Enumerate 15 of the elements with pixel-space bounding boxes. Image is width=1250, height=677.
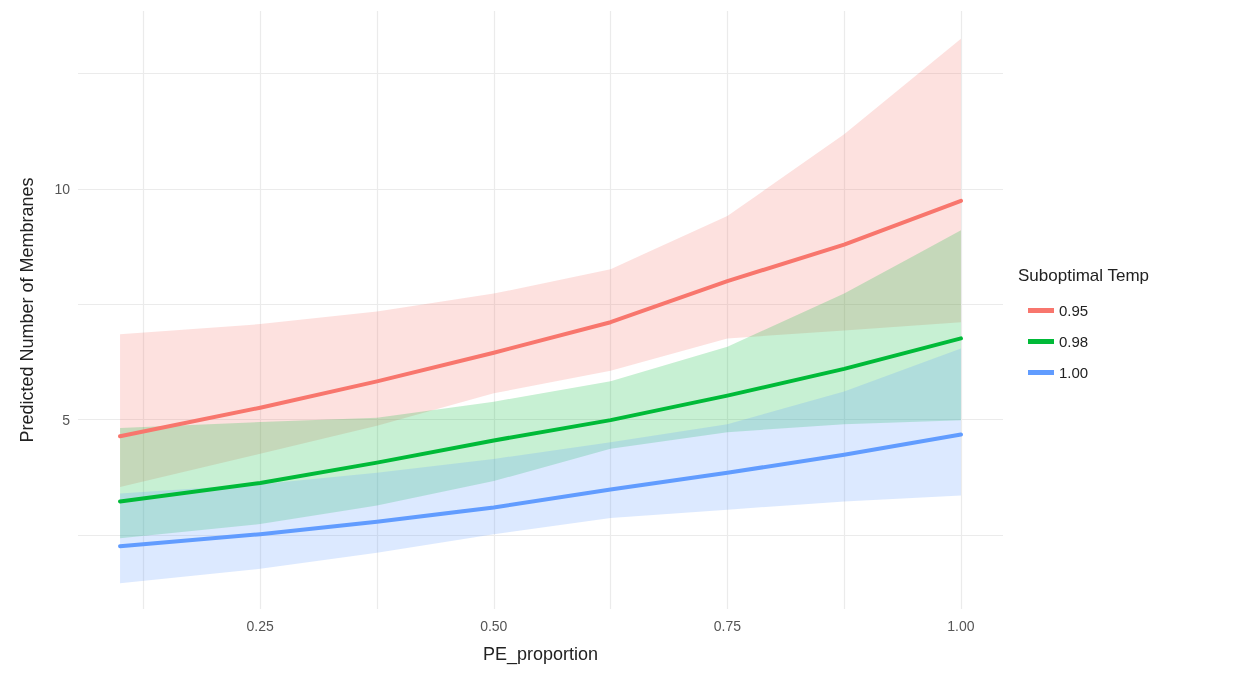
legend-label: 1.00 — [1059, 364, 1089, 381]
y-tick-label: 5 — [62, 411, 71, 428]
line-series — [118, 432, 963, 549]
x-axis-title: PE_proportion — [482, 644, 599, 665]
legend-title: Suboptimal Temp — [1018, 266, 1150, 285]
legend-label: 0.95 — [1059, 302, 1089, 319]
y-axis-title: Predicted Number of Membranes — [17, 177, 37, 443]
line-series — [118, 198, 963, 439]
x-tick-label: 0.75 — [713, 618, 742, 634]
legend-label: 0.98 — [1059, 333, 1089, 350]
x-tick-label: 1.00 — [947, 618, 975, 634]
x-tick-label: 0.50 — [480, 618, 508, 634]
line-series — [118, 336, 963, 504]
y-tick-label: 10 — [54, 180, 71, 197]
x-tick-label: 0.25 — [246, 618, 275, 634]
